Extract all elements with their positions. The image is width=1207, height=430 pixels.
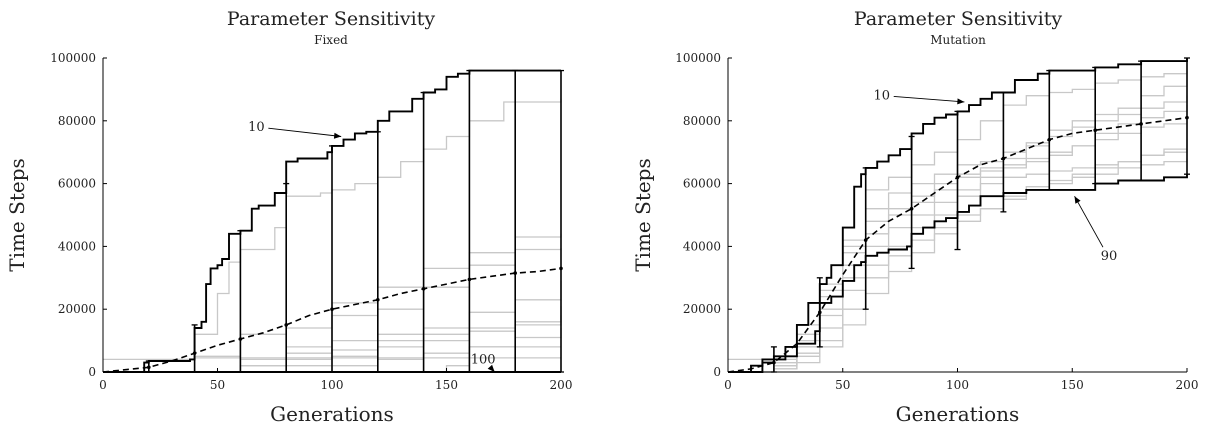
- annotation-arrowhead-10: [957, 98, 965, 105]
- mean-point-100: [955, 175, 960, 180]
- mean-point-100: [330, 307, 334, 312]
- mean-point-60: [863, 238, 868, 242]
- chart-subtitle: Fixed: [314, 33, 348, 47]
- y-tick-label: 60000: [683, 177, 721, 191]
- mean-point-140: [1047, 137, 1052, 142]
- y-tick-label: 100000: [675, 51, 721, 65]
- series-line-90: [728, 174, 1188, 373]
- y-tick-label: 80000: [58, 114, 96, 128]
- x-tick-label: 200: [550, 378, 573, 392]
- chart-title: Parameter Sensitivity: [854, 8, 1062, 30]
- x-tick-label: 0: [724, 378, 732, 392]
- mean-point-20: [147, 365, 151, 370]
- mean-point-160: [467, 277, 472, 282]
- mean-point-80: [909, 206, 914, 211]
- annotation-label-10: 10: [873, 89, 890, 104]
- y-tick-label: 100000: [50, 51, 96, 65]
- series-line-gray-2: [728, 80, 1188, 373]
- annotation-label-90: 90: [1101, 249, 1118, 264]
- mean-point-60: [238, 337, 243, 341]
- y-axis-label: Time Steps: [5, 158, 29, 272]
- x-tick-label: 150: [1061, 378, 1084, 392]
- x-tick-label: 100: [321, 378, 344, 392]
- annotation-arrowhead-100: [487, 364, 495, 372]
- series-line-10: [103, 69, 561, 373]
- y-tick-label: 20000: [683, 302, 721, 316]
- mean-point-200: [1185, 115, 1189, 120]
- mean-point-120: [1001, 156, 1006, 161]
- annotation-arrow-10: [893, 95, 965, 103]
- x-tick-label: 0: [99, 378, 107, 392]
- x-axis-label: Generations: [270, 402, 394, 426]
- annotation-arrow-10: [268, 127, 342, 137]
- mean-point-80: [284, 323, 289, 327]
- mean-point-160: [1093, 128, 1097, 133]
- mean-point-120: [376, 297, 380, 302]
- annotation-arrowhead-10: [333, 132, 342, 139]
- annotation-arrowhead-90: [1074, 196, 1081, 204]
- series-line-gray-6: [728, 158, 1188, 373]
- series-line-gray-1: [728, 70, 1188, 373]
- mean-point-180: [513, 271, 517, 275]
- annotation-arrow-90: [1074, 195, 1104, 248]
- annotation-label-100: 100: [471, 352, 496, 367]
- mean-point-200: [559, 266, 563, 271]
- x-tick-label: 100: [946, 378, 969, 392]
- chart-subtitle: Mutation: [930, 33, 986, 47]
- series-line-10: [728, 58, 1188, 373]
- y-axis-label: Time Steps: [631, 158, 655, 272]
- annotation-label-10: 10: [248, 120, 265, 135]
- y-tick-label: 20000: [58, 302, 96, 316]
- series-line-mean: [102, 267, 562, 373]
- y-tick-label: 40000: [683, 239, 721, 253]
- y-tick-label: 40000: [58, 239, 96, 253]
- y-tick-label: 60000: [58, 177, 96, 191]
- y-tick-label: 80000: [683, 114, 721, 128]
- series-line-gray-8: [103, 357, 561, 361]
- x-tick-label: 50: [210, 378, 225, 392]
- x-axis-label: Generations: [896, 402, 1020, 426]
- x-tick-label: 200: [1176, 378, 1199, 392]
- y-tick-label: 0: [713, 365, 721, 379]
- chart-panel-2: Parameter Sensitivity Mutation Generations…: [631, 8, 1198, 426]
- mean-point-140: [421, 286, 426, 291]
- chart-panel-1: Parameter Sensitivity Fixed Generations Tim…: [5, 8, 572, 426]
- x-tick-label: 50: [835, 378, 850, 392]
- y-tick-label: 0: [88, 365, 96, 379]
- x-tick-label: 150: [435, 378, 458, 392]
- chart-title: Parameter Sensitivity: [227, 8, 435, 30]
- mean-point-180: [1139, 122, 1143, 126]
